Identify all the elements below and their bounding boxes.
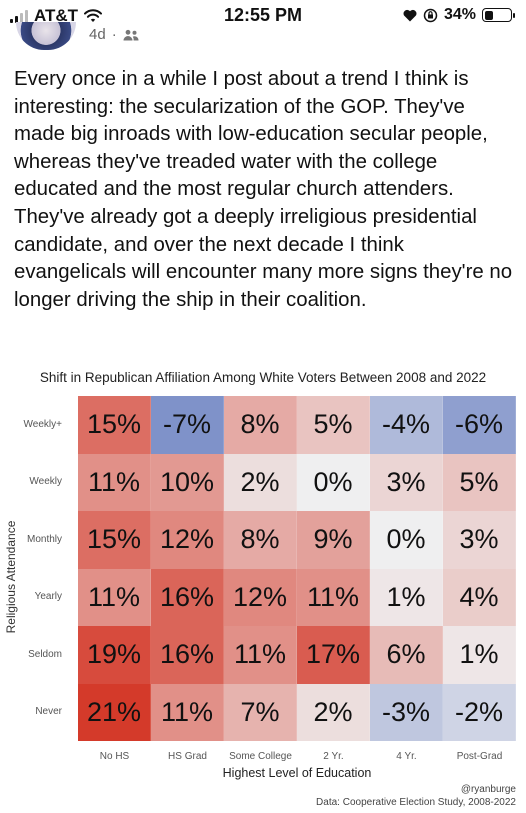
heatmap-cell: 2% — [224, 453, 297, 511]
credit-handle: @ryanburge — [460, 784, 516, 795]
heatmap-cell: 8% — [224, 396, 297, 454]
heatmap-cell: 21% — [78, 683, 151, 741]
heart-icon — [403, 9, 417, 21]
column-label: 2 Yr. — [323, 751, 344, 762]
row-label: Weekly — [29, 476, 62, 488]
y-axis-label: Religious Attendance — [4, 520, 18, 634]
row-label: Monthly — [26, 533, 62, 545]
heatmap-cell: 7% — [224, 683, 297, 741]
post-age[interactable]: 4d — [89, 26, 106, 43]
heatmap-cell: 0% — [370, 511, 443, 569]
heatmap-cell: 3% — [443, 511, 516, 569]
battery-fill — [484, 10, 493, 20]
heatmap-cell: -2% — [443, 683, 516, 741]
heatmap-cell: 2% — [297, 683, 370, 741]
status-left: AT&T — [10, 6, 103, 26]
clock: 12:55 PM — [223, 5, 303, 25]
post-text: Every once in a while I post about a tre… — [14, 68, 513, 311]
heatmap-cell: 11% — [78, 568, 151, 626]
heatmap-cell: 9% — [297, 511, 370, 569]
battery-percent: 34% — [443, 6, 476, 23]
x-axis-label: Highest Level of Education — [222, 766, 372, 780]
carrier-label: AT&T — [34, 6, 79, 25]
heatmap-cell: 16% — [151, 626, 224, 684]
status-bar: AT&T 12:55 PM 34% — [0, 0, 526, 34]
heatmap-cell: 12% — [151, 511, 224, 569]
heatmap-cell: 11% — [151, 683, 224, 741]
avatar[interactable] — [16, 22, 76, 50]
heatmap-cell: 11% — [224, 626, 297, 684]
heatmap-cell: 12% — [224, 568, 297, 626]
heatmap-cell: 10% — [151, 453, 224, 511]
heatmap-cell: 15% — [78, 511, 151, 569]
column-label: Some College — [229, 751, 292, 762]
row-label: Yearly — [34, 591, 62, 603]
meta-separator: · — [111, 26, 117, 43]
heatmap-cell: 8% — [224, 511, 297, 569]
friends-icon — [123, 29, 139, 40]
heatmap-cell: 3% — [370, 453, 443, 511]
heatmap-cell: -7% — [151, 396, 224, 454]
row-label: Weekly+ — [23, 418, 62, 430]
heatmap-cell: 11% — [78, 453, 151, 511]
heatmap-cell: -6% — [443, 396, 516, 454]
orientation-lock-icon — [423, 8, 438, 22]
chart-image[interactable]: Shift in Republican Affiliation Among Wh… — [0, 364, 526, 813]
chart-title: Shift in Republican Affiliation Among Wh… — [39, 370, 487, 385]
heatmap-cell: 5% — [297, 396, 370, 454]
heatmap-cell: -3% — [370, 683, 443, 741]
chart-credit: @ryanburge Data: Cooperative Election St… — [316, 783, 516, 809]
status-right: 34% — [403, 6, 515, 24]
heatmap-cell: 0% — [297, 453, 370, 511]
wifi-icon — [84, 9, 103, 22]
signal-icon — [10, 9, 28, 23]
column-label: Post-Grad — [456, 751, 503, 762]
heatmap-cell: 15% — [78, 396, 151, 454]
heatmap-cell: 5% — [443, 453, 516, 511]
heatmap-cell: 1% — [443, 626, 516, 684]
post-header: 4d · — [0, 22, 526, 52]
column-label: No HS — [99, 751, 130, 762]
post-meta: 4d · — [89, 26, 139, 43]
heatmap-cell: 6% — [370, 626, 443, 684]
heatmap-cell: 1% — [370, 568, 443, 626]
credit-source: Data: Cooperative Election Study, 2008-2… — [316, 797, 516, 808]
heatmap-cell: 16% — [151, 568, 224, 626]
column-label: 4 Yr. — [396, 751, 417, 762]
row-label: Never — [35, 706, 62, 718]
heatmap-cell: 17% — [297, 626, 370, 684]
column-label: HS Grad — [168, 751, 207, 762]
battery-icon — [482, 8, 515, 22]
heatmap-cell: 19% — [78, 626, 151, 684]
heatmap-cell: 4% — [443, 568, 516, 626]
heatmap-cell: 11% — [297, 568, 370, 626]
heatmap-cell: -4% — [370, 396, 443, 454]
row-label: Seldom — [28, 648, 62, 660]
